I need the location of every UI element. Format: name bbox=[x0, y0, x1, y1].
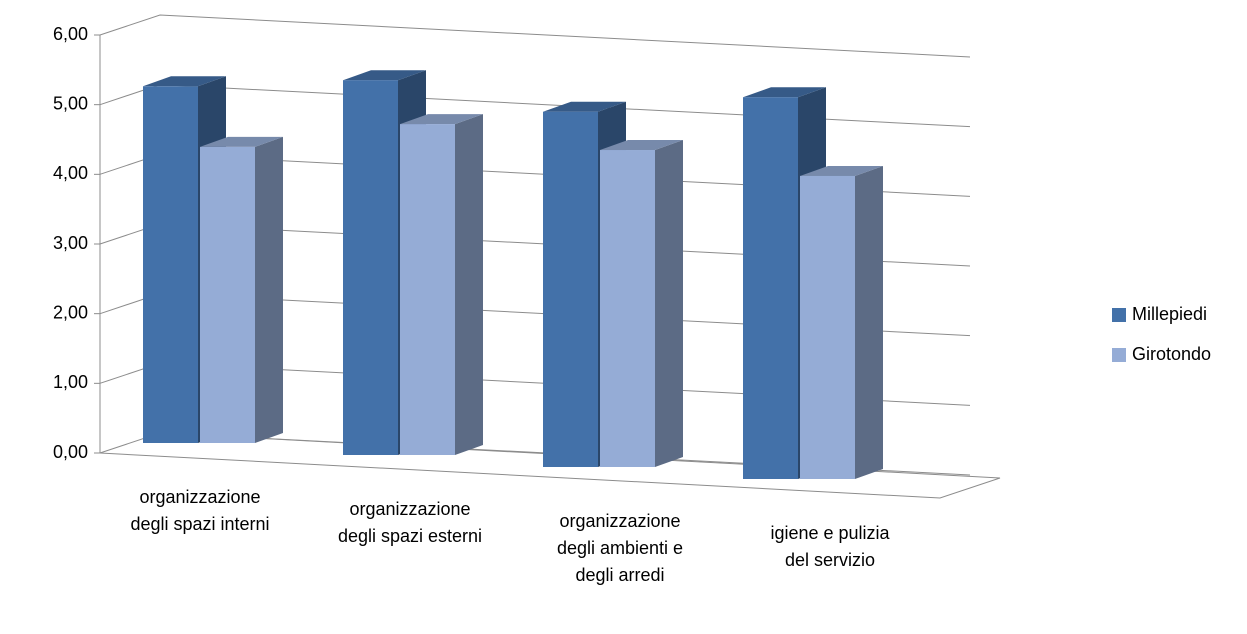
bar-front bbox=[343, 80, 398, 456]
bar-top bbox=[600, 140, 683, 151]
bar-side bbox=[455, 114, 483, 455]
bar-front bbox=[200, 146, 255, 443]
bar-side bbox=[255, 136, 283, 443]
bar-top bbox=[743, 87, 826, 98]
bar-top bbox=[800, 165, 883, 176]
bar-top bbox=[343, 70, 426, 81]
bar-front bbox=[143, 86, 198, 443]
legend-label: Millepiedi bbox=[1132, 304, 1207, 324]
bar bbox=[800, 165, 883, 479]
x-tick-label: organizzazione degli spazi esterni bbox=[338, 499, 482, 546]
bar-top bbox=[543, 101, 626, 112]
x-tick-label: organizzazione degli spazi interni bbox=[130, 487, 269, 534]
bar-front bbox=[800, 175, 855, 479]
legend-swatch bbox=[1112, 348, 1126, 362]
bar bbox=[600, 140, 683, 467]
x-tick-label: organizzazione degli ambienti e degli arre… bbox=[557, 511, 683, 585]
bar-side bbox=[855, 165, 883, 479]
grid-line bbox=[99, 14, 971, 58]
grid-line bbox=[99, 84, 971, 128]
bar-front bbox=[400, 124, 455, 455]
y-tick-label: 2,00 bbox=[53, 302, 88, 322]
bar bbox=[200, 136, 283, 443]
y-tick-label: 3,00 bbox=[53, 233, 88, 253]
bar-side bbox=[655, 140, 683, 467]
y-tick-label: 5,00 bbox=[53, 93, 88, 113]
legend-swatch bbox=[1112, 308, 1126, 322]
legend-label: Girotondo bbox=[1132, 344, 1211, 364]
bar-front bbox=[743, 97, 798, 479]
bar-front bbox=[600, 150, 655, 467]
y-tick-label: 1,00 bbox=[53, 372, 88, 392]
bar-front bbox=[543, 111, 598, 467]
x-tick-label: igiene e pulizia del servizio bbox=[770, 523, 890, 570]
y-tick-label: 6,00 bbox=[53, 24, 88, 44]
y-tick-label: 0,00 bbox=[53, 442, 88, 462]
bar-top bbox=[143, 76, 226, 87]
bar-top bbox=[200, 136, 283, 147]
bar bbox=[400, 114, 483, 455]
y-tick-label: 4,00 bbox=[53, 163, 88, 183]
bar-top bbox=[400, 114, 483, 125]
